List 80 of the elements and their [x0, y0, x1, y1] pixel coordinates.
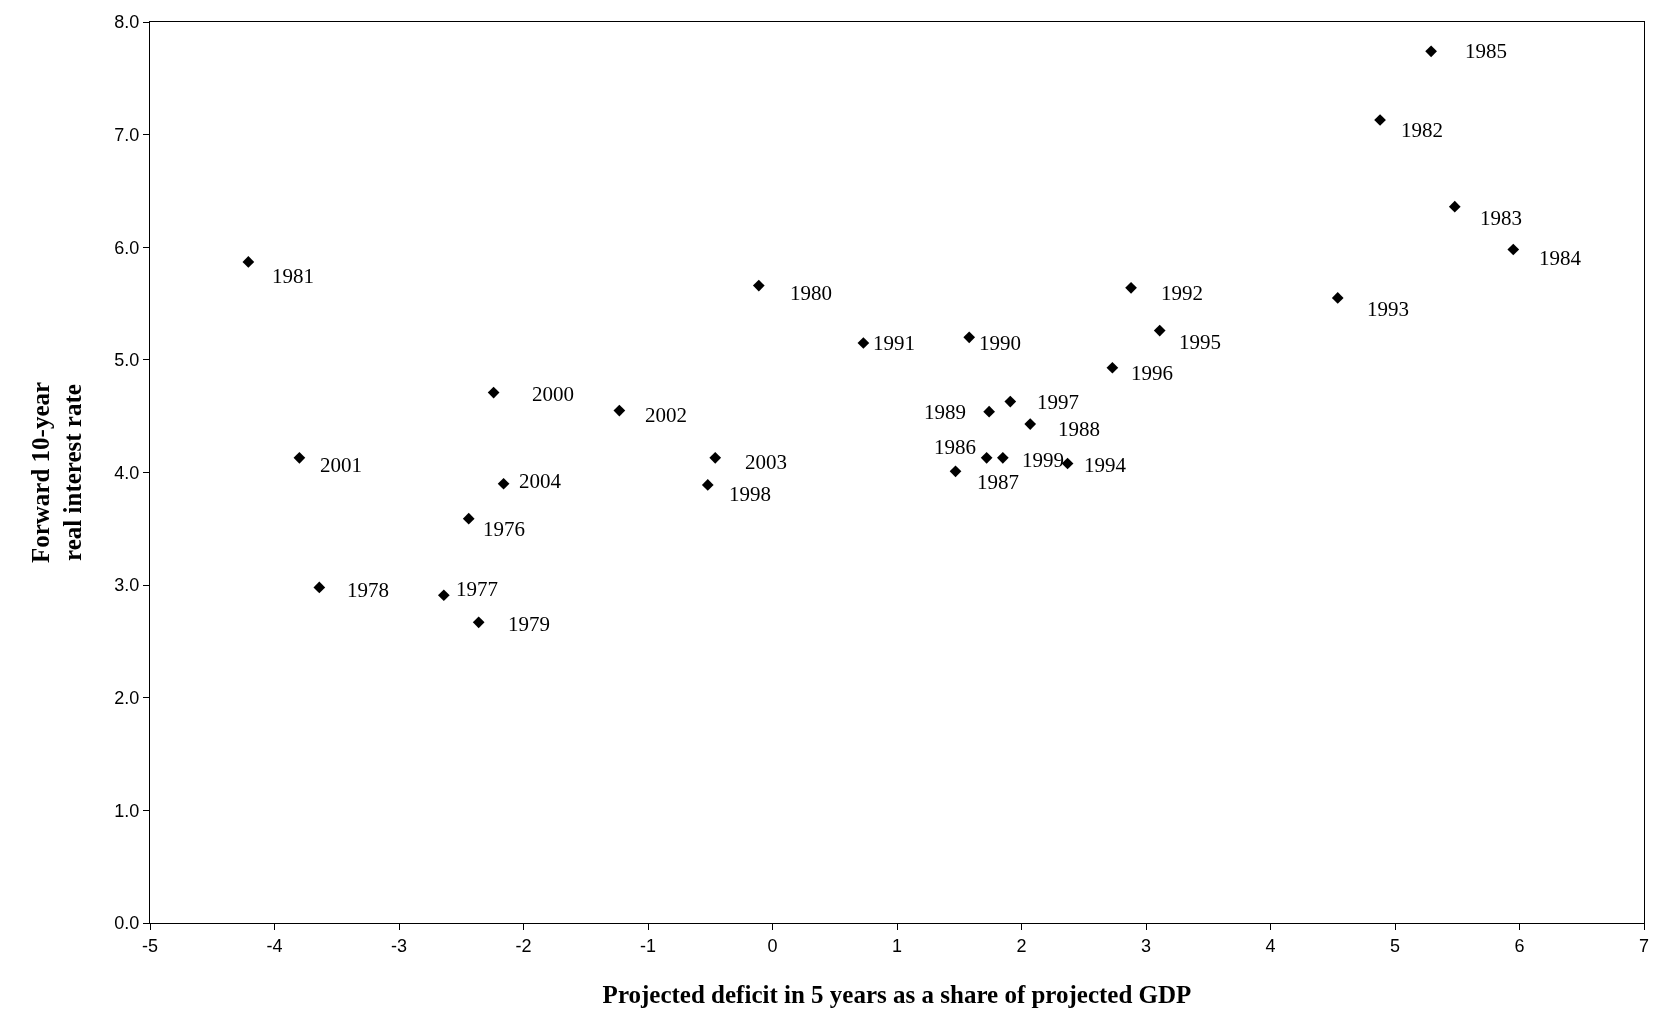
annotation: 1989	[924, 400, 966, 424]
y-tick-label: 0.0	[114, 913, 140, 934]
y-tick-label: 3.0	[114, 575, 140, 596]
annotation: 1999	[1022, 448, 1064, 472]
point	[949, 465, 962, 478]
annotation: 1996	[1131, 361, 1173, 385]
x-tick-label: -4	[266, 935, 283, 956]
point	[980, 452, 993, 464]
annotation: 1994	[1084, 453, 1127, 477]
point	[437, 589, 450, 602]
point	[857, 337, 870, 349]
annotation: 1978	[347, 578, 389, 602]
x-tick-label: -3	[390, 935, 408, 956]
y-tick-label: 7.0	[114, 124, 140, 145]
annotation: 1986	[934, 435, 976, 459]
annotation: 1984	[1539, 246, 1582, 270]
annotation: 1980	[790, 281, 832, 305]
annotation: 1976	[483, 517, 525, 541]
annotation: 2003	[745, 450, 787, 474]
point	[752, 279, 765, 292]
point	[293, 452, 306, 464]
point	[462, 512, 475, 525]
annotation: 1993	[1367, 297, 1409, 321]
annotation: 1983	[1480, 206, 1522, 230]
y-axis-title: Forward 10-year real interest rate	[26, 381, 87, 564]
annotation: 1997	[1037, 390, 1079, 414]
point	[1153, 324, 1166, 337]
x-tick-label: -1	[639, 935, 657, 956]
point	[1106, 361, 1119, 374]
annotation: 1995	[1179, 330, 1221, 354]
annotation: 1990	[979, 331, 1021, 355]
point	[1004, 395, 1017, 408]
point	[1125, 281, 1137, 294]
x-tick-label: 3	[1140, 935, 1152, 956]
annotation: 1998	[729, 482, 771, 506]
x-tick-label: 4	[1265, 935, 1276, 956]
point	[472, 616, 485, 629]
point	[701, 479, 714, 491]
annotation: 1992	[1161, 281, 1203, 305]
y-tick-label: 5.0	[114, 350, 140, 371]
x-tick-label: 6	[1514, 935, 1525, 956]
point	[963, 331, 976, 344]
x-tick-label: 1	[891, 935, 903, 956]
annotation: 1987	[977, 470, 1019, 494]
point	[313, 581, 326, 594]
annotation: 1979	[508, 612, 550, 636]
y-tick-label: 6.0	[114, 237, 140, 258]
x-tick-label: 7	[1638, 935, 1650, 956]
point	[487, 386, 500, 399]
annotation: 1985	[1465, 39, 1507, 63]
x-tick-label: 0	[767, 935, 778, 956]
x-tick-label: -5	[141, 935, 159, 956]
y-tick-label: 8.0	[114, 12, 140, 33]
point	[1425, 45, 1437, 58]
y-tick-label: 4.0	[114, 462, 140, 483]
x-tick-label: -2	[515, 935, 532, 956]
point	[613, 404, 626, 417]
annotation: 2002	[645, 403, 687, 427]
annotation: 2004	[519, 469, 562, 493]
annotation: 1982	[1401, 118, 1443, 142]
y-tick-label: 2.0	[114, 688, 140, 709]
annotation: 2000	[532, 382, 574, 406]
point	[1331, 292, 1344, 304]
annotation: 1977	[456, 577, 498, 601]
y-tick-label: 1.0	[114, 800, 140, 821]
point	[983, 405, 995, 418]
point	[1507, 243, 1520, 256]
annotation: 1988	[1058, 417, 1100, 441]
point	[996, 452, 1009, 464]
point	[1448, 200, 1461, 213]
x-tick-label: 2	[1016, 935, 1027, 956]
annotation: 1991	[873, 331, 915, 355]
point	[497, 477, 510, 490]
x-tick-label: 5	[1389, 935, 1401, 956]
point	[1024, 418, 1037, 430]
annotation: 2001	[320, 453, 362, 477]
point	[242, 256, 255, 268]
x-axis-title: Projected deficit in 5 years as a share of projected GDP	[602, 980, 1192, 1008]
point	[709, 452, 722, 464]
annotation: 1981	[272, 264, 314, 288]
